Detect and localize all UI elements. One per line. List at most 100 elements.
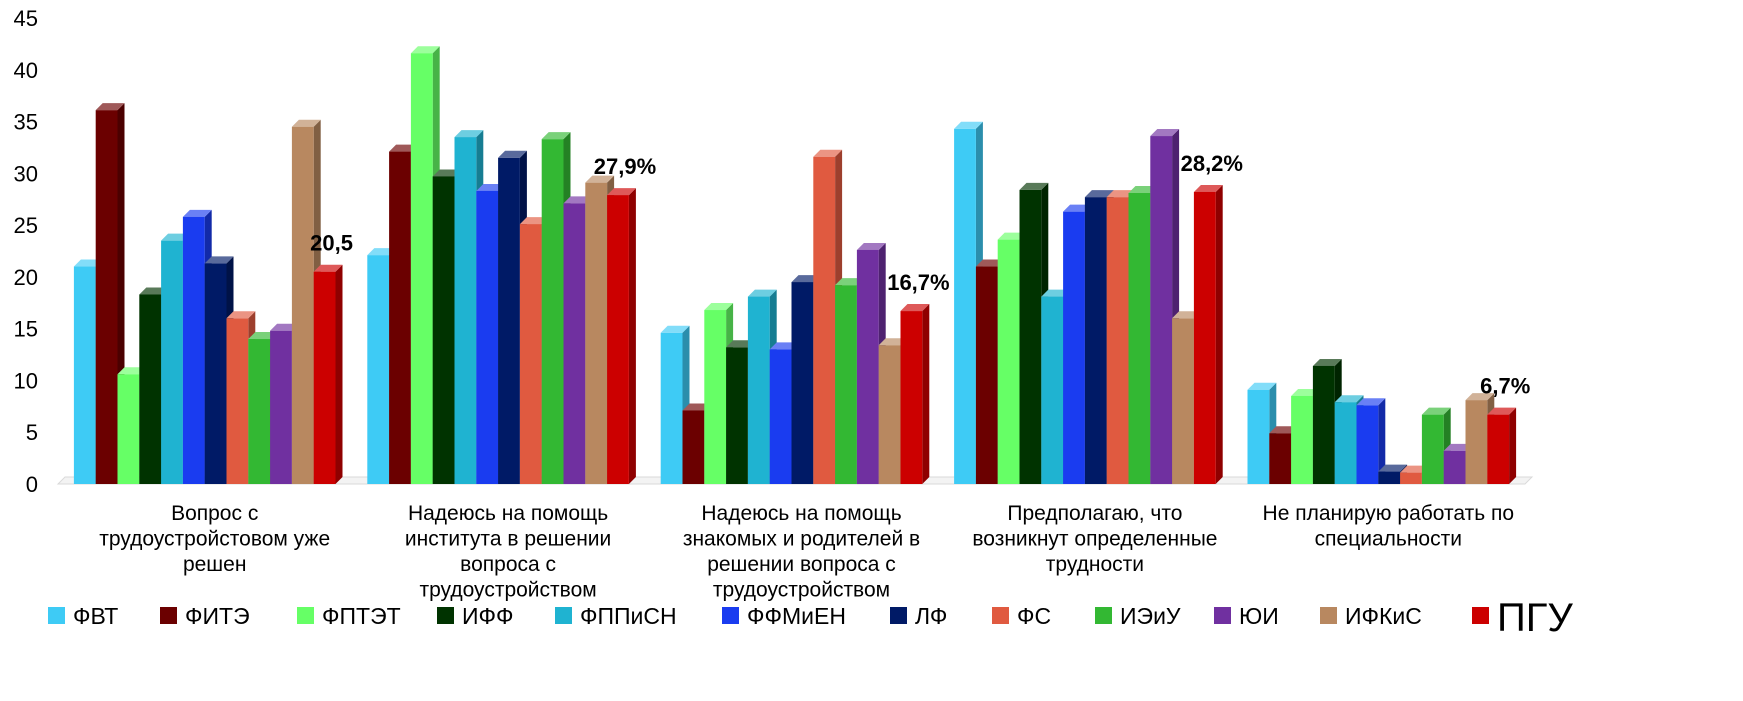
bar [900, 304, 930, 484]
bar-top [519, 217, 549, 225]
bar-top [726, 340, 755, 348]
bar [313, 264, 343, 484]
bar-front [791, 282, 814, 484]
bar-front [856, 249, 879, 484]
bar-top [607, 188, 636, 196]
legend-label: ФИТЭ [185, 603, 250, 629]
bar-front [997, 239, 1020, 484]
bar-front [313, 271, 336, 484]
bar-top [997, 232, 1027, 240]
bar-front [541, 139, 564, 484]
legend-label: ФПТЭТ [322, 603, 401, 629]
bar-top [73, 259, 103, 267]
data-label: 16,7% [887, 270, 949, 295]
bar-front [226, 318, 249, 484]
bar-top [291, 119, 321, 127]
bar-front [1400, 472, 1422, 484]
bar-front [73, 266, 96, 484]
legend-item: ЮИ [1214, 603, 1279, 629]
bar-top [1312, 358, 1342, 366]
bar-front [1465, 400, 1488, 484]
data-label: 6,7% [1480, 374, 1530, 399]
bar-front [1084, 197, 1107, 484]
legend-swatch [722, 607, 739, 624]
bar-front [954, 128, 976, 484]
bar-front [367, 255, 390, 484]
bar-front [1193, 191, 1216, 484]
bar-front [704, 310, 727, 484]
legend-item: ИФФ [437, 603, 514, 629]
bar-front [1291, 395, 1313, 484]
y-tick-label: 5 [26, 420, 38, 445]
bar-side [922, 304, 930, 484]
bar-top [1128, 186, 1158, 194]
bar-front [248, 339, 271, 484]
bar-front [1128, 193, 1151, 484]
legend-swatch [555, 607, 572, 624]
bar-top [585, 175, 615, 183]
bar-front [1172, 318, 1194, 484]
bar-top [498, 150, 527, 158]
legend-swatch [1214, 607, 1231, 624]
bar-top [270, 323, 299, 331]
bar-top [1487, 407, 1517, 415]
bar-front [900, 311, 923, 484]
bar [1487, 407, 1517, 484]
bar-front [813, 156, 836, 484]
legend-item: ИЭиУ [1095, 603, 1181, 629]
bar-top [454, 130, 484, 138]
legend-item: ПГУ [1472, 596, 1573, 640]
bar-top [1247, 382, 1277, 390]
bar-front [769, 349, 792, 484]
legend-label: ФВТ [73, 603, 118, 629]
bar-front [585, 182, 608, 485]
bar-side [1378, 398, 1386, 484]
bar-top [1378, 464, 1408, 472]
bar-front [291, 126, 314, 484]
bar-top [226, 311, 256, 319]
legend-item: ИФКиС [1320, 603, 1422, 629]
bar-front [682, 410, 705, 484]
data-label: 27,9% [594, 154, 656, 179]
y-tick-label: 10 [14, 368, 38, 393]
bar-top [161, 233, 190, 241]
legend-label: ФФМиЕН [747, 603, 846, 629]
y-tick-label: 45 [14, 6, 38, 31]
y-tick-label: 30 [14, 161, 38, 186]
legend-label: ФППиСН [580, 603, 677, 629]
y-tick-label: 0 [26, 472, 38, 497]
bar-top [313, 264, 343, 272]
bar-side [1509, 407, 1517, 484]
legend-label: ЮИ [1239, 603, 1279, 629]
legend-item: ФИТЭ [160, 603, 250, 629]
bar-front [161, 240, 183, 484]
bar-top [95, 103, 125, 111]
legend-item: ФФМиЕН [722, 603, 846, 629]
legend-swatch [1320, 607, 1337, 624]
category-label: Надеюсь на помощь института в решении вопр… [405, 502, 611, 602]
bar-top [541, 132, 571, 140]
legend-item: ФПТЭТ [297, 603, 401, 629]
bar-top [975, 259, 1005, 267]
bar-top [563, 196, 593, 204]
bar-top [813, 149, 843, 157]
bar-top [432, 169, 462, 177]
bar-front [1312, 365, 1335, 484]
y-tick-label: 40 [14, 58, 38, 83]
bar-top [1465, 393, 1495, 401]
bar-front [454, 137, 477, 485]
legend-label: ПГУ [1497, 596, 1573, 640]
bar-top [769, 342, 799, 350]
bar-top [878, 338, 908, 346]
bar-front [1150, 136, 1173, 484]
bar-top [682, 403, 712, 411]
legend-label: ЛФ [915, 603, 947, 629]
bar-front [1247, 389, 1270, 484]
bar [1356, 398, 1386, 484]
bar-top [856, 242, 886, 250]
bar-top [1269, 426, 1299, 434]
legend-label: ИФФ [462, 603, 514, 629]
bar-front [139, 294, 162, 484]
